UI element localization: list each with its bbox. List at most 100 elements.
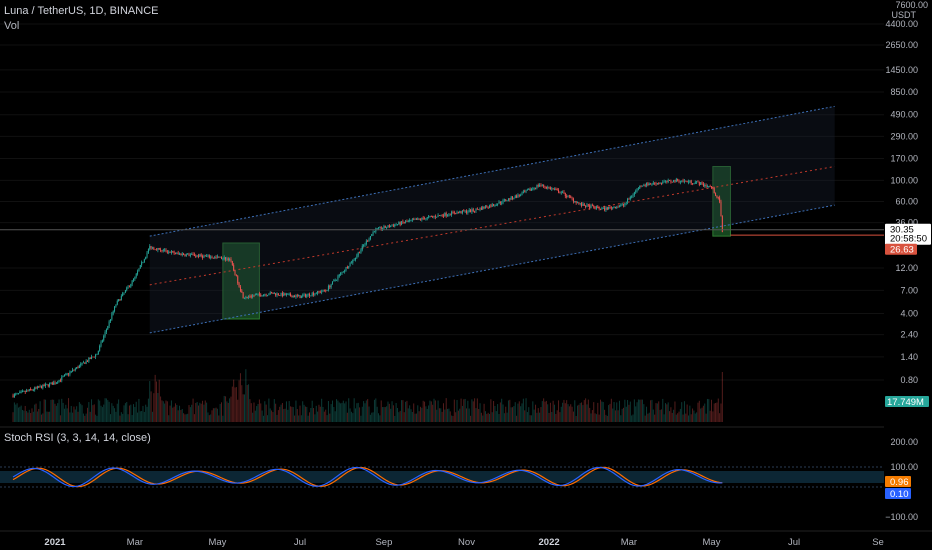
volume-bar (249, 399, 251, 422)
volume-bar (706, 398, 708, 422)
volume-bar (218, 415, 220, 422)
candle-body (143, 259, 145, 262)
volume-bar (103, 404, 105, 422)
volume-tag[interactable] (885, 396, 929, 407)
candle-body (487, 207, 489, 209)
candle-body (78, 365, 80, 368)
volume-bar (257, 403, 259, 422)
candle-body (141, 262, 143, 266)
candle-body (537, 185, 539, 187)
candle-body (20, 391, 22, 393)
alt-price-tag[interactable] (885, 243, 917, 255)
candle-body (184, 254, 186, 256)
candle-body (314, 293, 316, 295)
candle-body (544, 186, 546, 188)
volume-label[interactable]: Vol (4, 20, 20, 32)
volume-bar (356, 403, 358, 422)
candle-body (600, 208, 602, 210)
candle-body (264, 294, 266, 296)
candle-body (697, 181, 699, 183)
time-tick-label: Sep (375, 537, 392, 548)
volume-bar (115, 411, 117, 422)
time-axis[interactable]: 2021 Mar May Jul Sep Nov 2022 Mar May Jul Se (0, 530, 932, 548)
candle-body (250, 296, 252, 298)
volume-bar (466, 408, 467, 422)
volume-bar (54, 403, 56, 422)
candle-body (238, 283, 240, 287)
last-price-tag[interactable] (885, 223, 931, 245)
stoch-d-line (12, 466, 723, 488)
candle-body (576, 202, 578, 204)
stoch-rsi-label[interactable]: Stoch RSI (3, 3, 14, 14, close) (4, 432, 151, 444)
stoch-d-tag[interactable] (885, 488, 911, 499)
volume-bar (237, 399, 239, 422)
candle-body (463, 210, 465, 212)
candle-body (261, 295, 263, 297)
volume-bar (719, 413, 721, 422)
candle-body (365, 240, 367, 245)
channel-middle-line (149, 166, 835, 286)
volume-bar (650, 400, 652, 422)
candle-body (122, 293, 124, 297)
volume-bar (203, 404, 205, 422)
volume-bar (425, 406, 427, 422)
candle-body (616, 206, 618, 209)
candle-body (656, 183, 658, 185)
candle-body (698, 182, 700, 185)
volume-bar (314, 414, 316, 422)
candle-body (643, 185, 645, 187)
candle-body (298, 295, 300, 297)
candle-body (303, 294, 305, 296)
volume-bar (368, 406, 370, 422)
volume-bar (628, 404, 630, 422)
volume-bar (108, 401, 110, 422)
volume-bar (411, 411, 413, 422)
candle-body (256, 294, 258, 296)
volume-bar (682, 414, 684, 422)
candle-body (655, 183, 657, 185)
candle-body (145, 256, 147, 260)
volume-bar (327, 400, 329, 422)
volume-bar (434, 400, 436, 422)
candle-body (396, 224, 398, 225)
candle-body (376, 228, 378, 230)
candle-body (578, 202, 580, 204)
volume-bar (442, 403, 444, 422)
candle-body (407, 221, 409, 222)
volume-bar (378, 413, 380, 422)
volume-bar (226, 401, 228, 422)
volume-bar (211, 410, 213, 422)
candle-body (138, 268, 140, 272)
candle-body (679, 181, 681, 183)
volume-bar (100, 405, 102, 422)
volume-bar (380, 400, 382, 422)
candle-body (321, 291, 323, 293)
candle-body (660, 183, 662, 184)
candle-body (419, 218, 421, 220)
volume-bar (614, 410, 616, 422)
volume-bar (352, 413, 354, 422)
candle-body (646, 182, 648, 186)
volume-bar (708, 399, 710, 422)
volume-bar (170, 400, 172, 422)
candle-body (219, 256, 221, 258)
volume-bar (215, 407, 217, 422)
candle-body (445, 213, 447, 216)
volume-bar (516, 415, 518, 422)
candle-body (586, 204, 588, 208)
candle-body (572, 198, 574, 202)
stoch-k-tag[interactable] (885, 476, 911, 487)
channel-fill (149, 106, 835, 333)
candle-body (92, 356, 94, 358)
volume-bar (131, 415, 133, 422)
price-tick-label: 1.40 (900, 352, 918, 362)
candle-body (605, 207, 607, 211)
candle-body (322, 289, 324, 292)
volume-bar (568, 406, 570, 422)
volume-bar (685, 413, 687, 422)
symbol-title[interactable]: Luna / TetherUS, 1D, BINANCE (4, 5, 159, 17)
volume-bar (444, 409, 446, 422)
grid (0, 23, 884, 381)
